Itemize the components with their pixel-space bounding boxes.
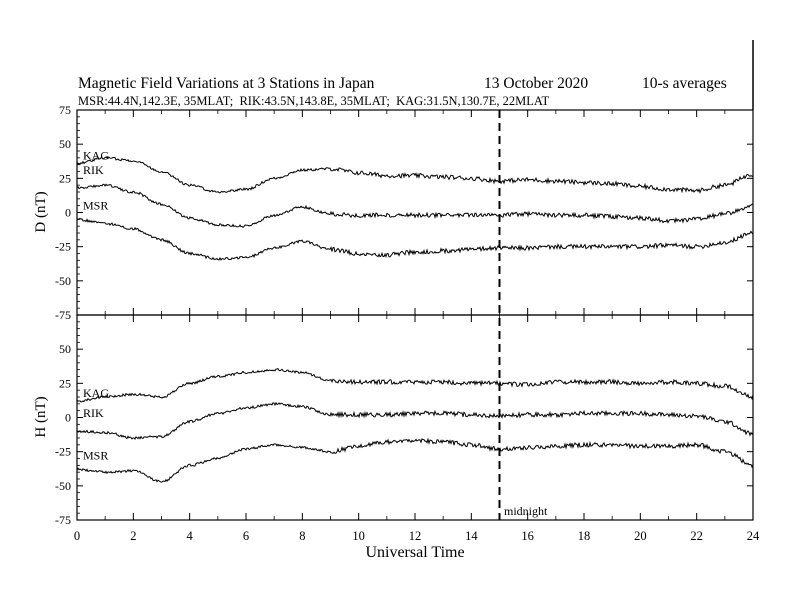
x-tick-label-0: 0 [74, 529, 80, 543]
chart-date: 13 October 2020 [484, 75, 588, 92]
series-label-h-msr: MSR [83, 448, 108, 462]
y-tick-label-d-5: 50 [59, 137, 71, 151]
series-label-d-msr: MSR [83, 198, 108, 212]
series-h-rik [76, 401, 754, 441]
x-tick-label-7: 14 [465, 529, 478, 543]
series-label-h-rik: RIK [83, 406, 104, 420]
y-tick-label-h-1: -50 [55, 479, 71, 493]
x-tick-label-12: 24 [747, 529, 760, 543]
x-tick-label-9: 18 [578, 529, 591, 543]
x-tick-label-1: 2 [130, 529, 136, 543]
x-tick-label-2: 4 [187, 529, 194, 543]
y-tick-label-h-4: 25 [59, 376, 71, 390]
x-tick-label-3: 6 [243, 529, 249, 543]
y-tick-label-d-6: 75 [59, 103, 71, 117]
x-tick-label-10: 20 [634, 529, 647, 543]
series-label-d-rik: RIK [83, 163, 104, 177]
chart-title: Magnetic Field Variations at 3 Stations … [78, 75, 375, 92]
x-tick-label-11: 22 [690, 529, 703, 543]
h-panel: -75 -50 -25 0 25 50 KAG RIK MSR [55, 314, 754, 527]
y-tick-label-d-2: -25 [55, 240, 71, 254]
x-tick-label-8: 16 [521, 529, 534, 543]
x-axis: 0 2 4 6 8 10 12 14 16 18 20 22 24 [74, 110, 760, 543]
y-tick-label-h-0: -75 [55, 513, 71, 527]
x-tick-label-6: 12 [409, 529, 422, 543]
y-tick-label-d-1: -50 [55, 274, 71, 288]
series-d-msr [76, 217, 754, 261]
y-tick-label-h-5: 50 [59, 342, 71, 356]
y-tick-label-h-2: -25 [55, 445, 71, 459]
y-tick-label-d-0: -75 [55, 308, 71, 322]
x-tick-label-4: 8 [299, 529, 305, 543]
x-tick-label-5: 10 [352, 529, 365, 543]
h-axis-label: H (nT) [33, 396, 49, 437]
h-panel-frame [76, 314, 754, 521]
series-d-kag [76, 156, 753, 194]
chart-averaging: 10-s averages [642, 75, 727, 92]
midnight-label: midnight [504, 504, 548, 518]
y-tick-label-d-4: 25 [59, 171, 71, 185]
d-axis-label: D (nT) [33, 191, 49, 232]
series-label-d-kag: KAG [83, 148, 109, 162]
x-axis-label: Universal Time [365, 544, 464, 561]
series-label-h-kag: KAG [83, 386, 109, 400]
series-h-msr [76, 437, 754, 483]
stations-info: MSR:44.4N,142.3E, 35MLAT; RIK:43.5N,143.… [78, 94, 550, 108]
y-tick-label-d-3: 0 [65, 206, 71, 220]
series-d-rik [76, 183, 754, 228]
y-tick-label-h-3: 0 [65, 411, 71, 425]
series-h-kag [76, 367, 754, 403]
